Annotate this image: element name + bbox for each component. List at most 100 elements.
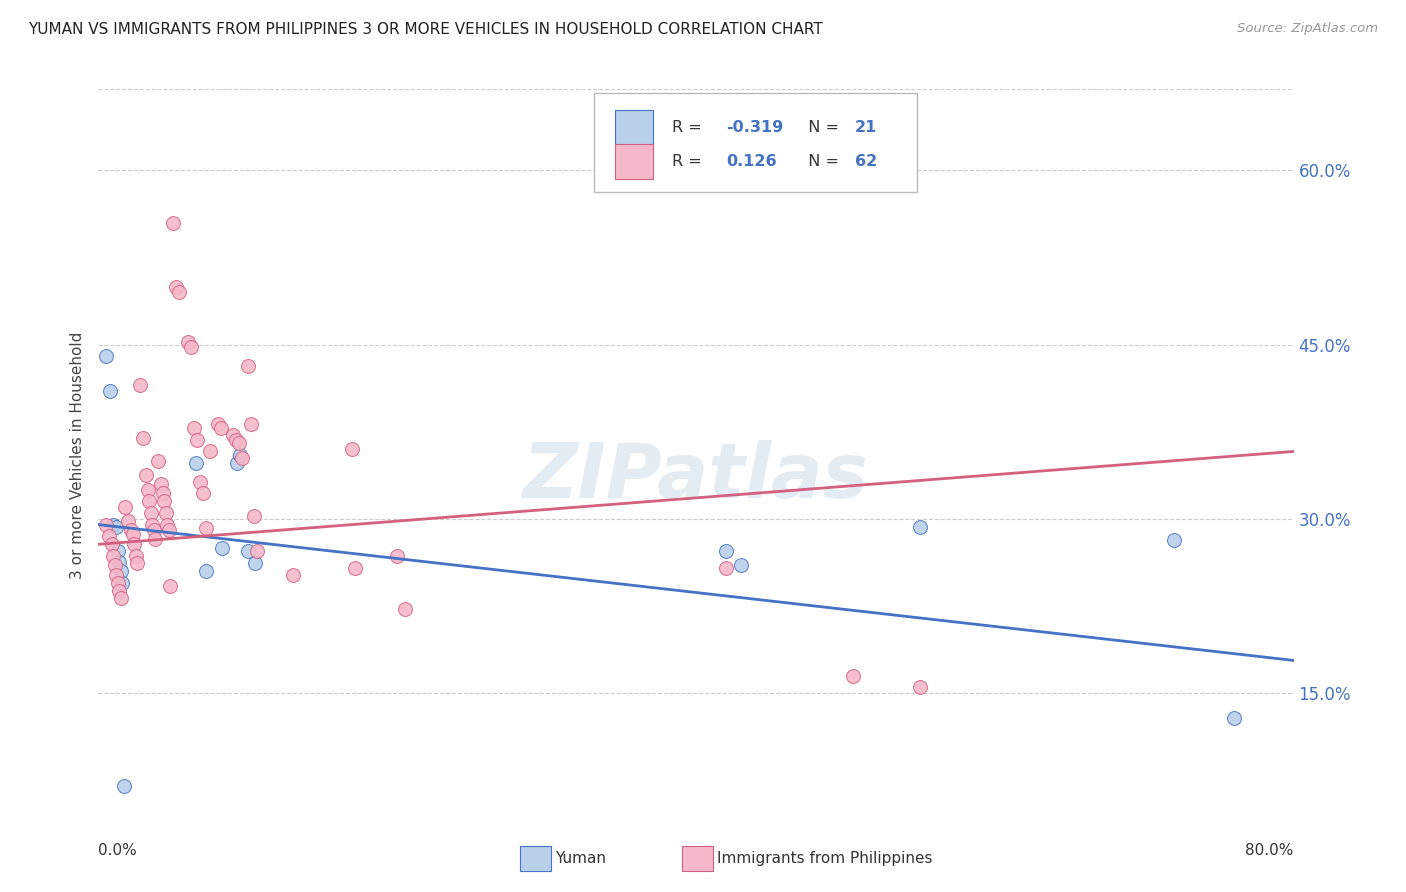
- Point: [153, 494, 176, 508]
- Point: [191, 486, 214, 500]
- Text: Yuman: Yuman: [555, 852, 606, 866]
- Point: [714, 544, 737, 558]
- Point: [138, 494, 160, 508]
- Point: [281, 567, 304, 582]
- Point: [103, 517, 125, 532]
- Point: [228, 436, 250, 450]
- Point: [1223, 711, 1246, 725]
- Point: [103, 549, 125, 563]
- Point: [121, 527, 143, 541]
- Point: [139, 506, 162, 520]
- Text: N =: N =: [797, 154, 844, 169]
- Point: [114, 500, 136, 515]
- Point: [157, 524, 180, 538]
- Point: [162, 216, 184, 230]
- Point: [159, 579, 181, 593]
- Point: [209, 421, 232, 435]
- Point: [246, 544, 269, 558]
- Point: [108, 555, 131, 569]
- Point: [94, 349, 117, 363]
- Point: [110, 564, 132, 578]
- Point: [141, 517, 163, 532]
- Point: [105, 567, 128, 582]
- Point: [177, 335, 200, 350]
- Point: [342, 442, 364, 456]
- Point: [236, 359, 259, 373]
- Point: [143, 532, 166, 546]
- Text: -0.319: -0.319: [725, 120, 783, 135]
- Point: [222, 428, 245, 442]
- Point: [236, 544, 259, 558]
- Point: [229, 448, 252, 462]
- Point: [104, 558, 127, 573]
- Point: [226, 456, 249, 470]
- Point: [243, 509, 266, 524]
- Point: [842, 668, 865, 682]
- Point: [167, 285, 190, 300]
- Text: N =: N =: [797, 120, 844, 135]
- Point: [385, 549, 409, 563]
- FancyBboxPatch shape: [614, 144, 652, 179]
- Point: [730, 558, 752, 573]
- Point: [155, 506, 177, 520]
- Text: R =: R =: [672, 120, 707, 135]
- Point: [245, 556, 267, 570]
- Point: [110, 591, 132, 605]
- Point: [142, 524, 165, 538]
- Point: [211, 541, 233, 555]
- Point: [183, 421, 205, 435]
- Text: 62: 62: [855, 154, 877, 169]
- Point: [117, 514, 139, 528]
- FancyBboxPatch shape: [614, 110, 652, 145]
- Point: [180, 340, 202, 354]
- Point: [231, 451, 253, 466]
- Point: [195, 521, 218, 535]
- Point: [188, 475, 211, 489]
- Point: [127, 556, 149, 570]
- Point: [108, 583, 131, 598]
- Point: [135, 467, 157, 482]
- Point: [148, 454, 170, 468]
- Point: [714, 560, 737, 574]
- Text: ZIPatlas: ZIPatlas: [523, 440, 869, 514]
- Point: [200, 444, 222, 458]
- Point: [195, 564, 218, 578]
- Point: [344, 560, 367, 574]
- Point: [186, 433, 208, 447]
- Point: [97, 529, 120, 543]
- Point: [94, 517, 117, 532]
- Text: 80.0%: 80.0%: [1246, 843, 1294, 858]
- Point: [156, 517, 179, 532]
- Point: [111, 575, 134, 590]
- Point: [112, 779, 135, 793]
- Y-axis label: 3 or more Vehicles in Household: 3 or more Vehicles in Household: [70, 331, 86, 579]
- Text: YUMAN VS IMMIGRANTS FROM PHILIPPINES 3 OR MORE VEHICLES IN HOUSEHOLD CORRELATION: YUMAN VS IMMIGRANTS FROM PHILIPPINES 3 O…: [28, 22, 823, 37]
- Point: [239, 417, 262, 431]
- Point: [124, 537, 146, 551]
- Point: [225, 433, 247, 447]
- Text: Immigrants from Philippines: Immigrants from Philippines: [717, 852, 932, 866]
- Point: [1163, 533, 1185, 547]
- Point: [100, 384, 122, 398]
- Point: [152, 486, 174, 500]
- Point: [120, 524, 142, 538]
- Text: 0.0%: 0.0%: [98, 843, 138, 858]
- Text: 21: 21: [855, 120, 877, 135]
- Point: [129, 378, 152, 392]
- Point: [125, 549, 148, 563]
- Point: [107, 575, 129, 590]
- Point: [207, 417, 229, 431]
- Text: 0.126: 0.126: [725, 154, 776, 169]
- Text: R =: R =: [672, 154, 711, 169]
- Point: [150, 477, 173, 491]
- Point: [101, 537, 124, 551]
- Point: [394, 602, 416, 616]
- Point: [105, 520, 128, 534]
- Point: [184, 456, 207, 470]
- Point: [908, 680, 931, 694]
- Point: [908, 520, 931, 534]
- Point: [107, 544, 129, 558]
- Text: Source: ZipAtlas.com: Source: ZipAtlas.com: [1237, 22, 1378, 36]
- FancyBboxPatch shape: [595, 93, 917, 192]
- Point: [132, 430, 155, 444]
